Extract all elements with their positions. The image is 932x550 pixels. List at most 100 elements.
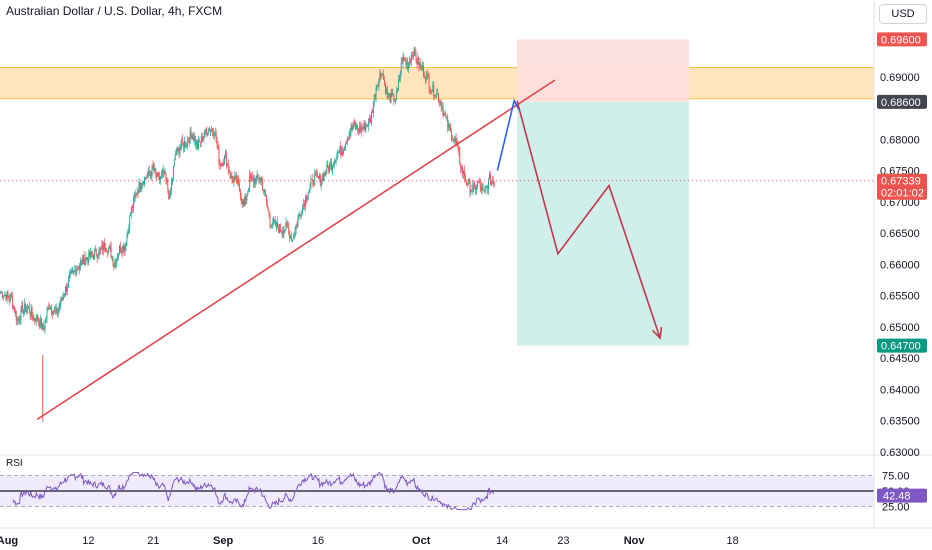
candle-body	[126, 235, 128, 245]
price-tick-label: 0.63500	[880, 416, 920, 428]
candle-body	[280, 231, 282, 233]
take-profit-zone	[516, 101, 689, 346]
candle-body	[153, 167, 155, 172]
candle-body	[134, 194, 136, 197]
candle-body	[95, 248, 97, 256]
candle-body	[364, 123, 366, 132]
candle-body	[266, 201, 268, 207]
candle-body	[2, 296, 4, 298]
candle-body	[187, 140, 189, 142]
candle-body	[360, 127, 362, 133]
candle-body	[392, 93, 394, 96]
candle-body	[94, 248, 96, 251]
candle-body	[305, 196, 307, 201]
time-tick-label: 21	[147, 535, 159, 547]
candle-body	[361, 127, 363, 130]
candle-body	[231, 175, 233, 179]
candle-body	[343, 150, 345, 154]
candle-body	[70, 272, 72, 274]
candle-body	[461, 167, 463, 169]
candle-body	[474, 183, 476, 186]
time-tick-label: Oct	[412, 535, 431, 547]
candle-body	[113, 265, 115, 267]
candle-body	[464, 178, 466, 180]
candle-body	[312, 178, 314, 186]
candle-body	[46, 310, 48, 319]
candle-body	[432, 84, 434, 92]
candle-body	[279, 224, 281, 232]
candle-body	[260, 177, 262, 181]
candle-body	[100, 248, 102, 250]
candle-body	[91, 252, 93, 255]
candle-body	[201, 136, 203, 142]
price-tick-label: 0.64000	[880, 384, 920, 396]
candle-body	[297, 218, 299, 226]
candle-body	[192, 136, 194, 139]
candle-body	[359, 126, 361, 133]
current-price-tag-bg	[877, 173, 927, 200]
candle-body	[162, 170, 164, 173]
candle-body	[172, 178, 173, 183]
candle-body	[283, 230, 285, 235]
candle-body	[307, 192, 309, 198]
target-price-tag-bg	[877, 338, 927, 353]
candle-body	[39, 318, 41, 327]
candle-body	[106, 250, 107, 252]
candle-body	[127, 230, 129, 236]
candle-body	[249, 175, 251, 189]
candle-body	[401, 62, 403, 64]
candle-body	[326, 164, 328, 173]
candle-body	[380, 73, 382, 76]
candle-body	[445, 115, 447, 118]
time-tick-label: Nov	[624, 535, 646, 547]
candle-body	[306, 197, 308, 201]
candle-body	[227, 163, 229, 170]
candle-body	[145, 177, 146, 179]
candle-body	[329, 164, 331, 172]
candle-body	[183, 142, 185, 148]
candle-body	[101, 244, 103, 249]
candle-body	[195, 138, 197, 146]
time-tick-label: 12	[82, 535, 94, 547]
candle-body	[132, 207, 133, 209]
candle-body	[166, 180, 168, 183]
rsi-pane[interactable]	[0, 471, 874, 511]
candle-body	[7, 291, 9, 296]
candle-body	[14, 311, 16, 313]
candle-body	[484, 189, 486, 191]
resistance-zone	[0, 67, 874, 99]
candle-body	[316, 172, 318, 175]
candle-body	[426, 73, 428, 75]
candle-body	[114, 261, 116, 267]
candle-body	[159, 175, 160, 180]
candle-body	[369, 118, 371, 120]
price-tick-label: 0.64500	[880, 353, 920, 365]
candle-body	[236, 176, 238, 184]
candle-body	[96, 255, 98, 258]
candle-body	[13, 306, 15, 313]
candle-body	[309, 184, 311, 189]
candle-body	[417, 57, 419, 65]
candle-body	[480, 186, 482, 192]
candle-body	[74, 270, 76, 271]
candle-body	[62, 297, 64, 300]
price-tick-label: 0.66000	[880, 259, 920, 271]
candle-body	[232, 178, 234, 183]
rsi-line	[12, 471, 495, 511]
candle-body	[0, 292, 1, 294]
candle-body	[490, 174, 491, 185]
candle-body	[230, 175, 232, 178]
candle-body	[457, 143, 459, 147]
candle-body	[152, 166, 154, 168]
candle-body	[452, 139, 454, 141]
candle-body	[199, 142, 201, 144]
candle-body	[420, 62, 422, 66]
candle-body	[322, 175, 324, 181]
candle-body	[363, 123, 365, 129]
candle-body	[228, 169, 230, 173]
candle-body	[142, 181, 144, 184]
candle-body	[130, 213, 132, 216]
currency-button[interactable]: USD	[879, 4, 927, 24]
candle-body	[43, 328, 45, 331]
